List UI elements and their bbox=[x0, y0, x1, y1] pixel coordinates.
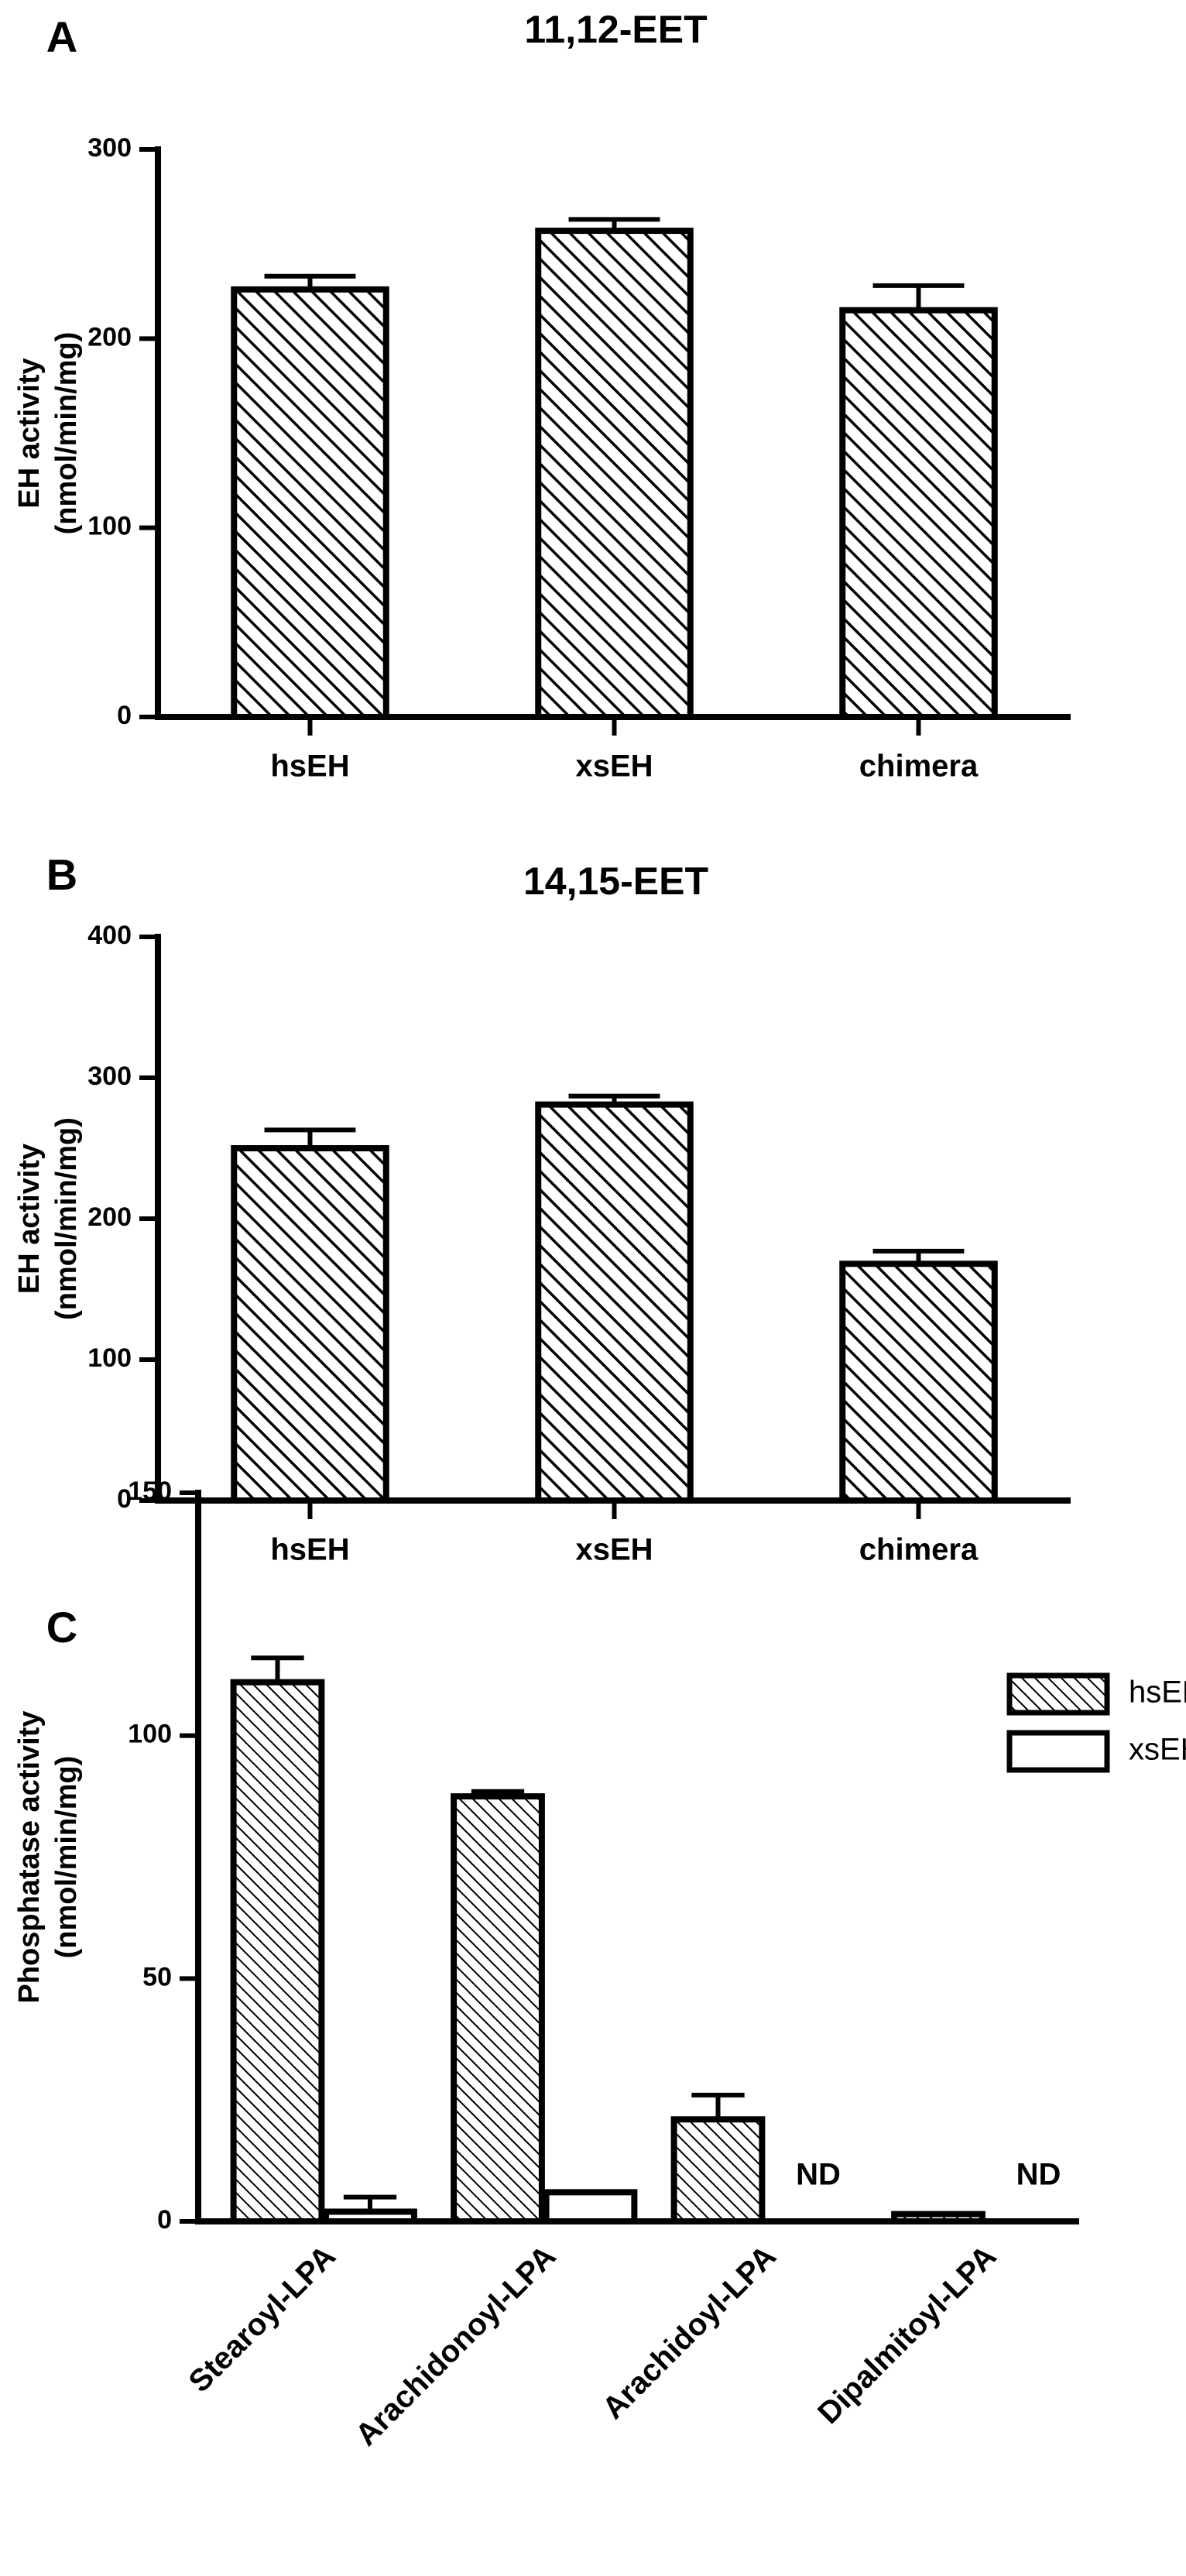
error-bar bbox=[872, 1248, 965, 1264]
panel-label: A bbox=[46, 12, 77, 61]
bar bbox=[323, 2208, 417, 2225]
x-tick-label: chimera bbox=[859, 1533, 979, 1567]
bar bbox=[839, 1261, 998, 1504]
error-bar bbox=[568, 1093, 660, 1105]
y-tick-label: 0 bbox=[157, 2205, 172, 2235]
y-tick-label: 100 bbox=[128, 1720, 172, 1749]
x-tick-label: hsEH bbox=[270, 749, 349, 784]
bar bbox=[543, 2189, 638, 2225]
error-bar bbox=[872, 283, 965, 310]
y-tick-label: 100 bbox=[87, 512, 132, 541]
y-axis-label: (nmol/min/mg) bbox=[50, 1117, 83, 1320]
y-tick-label: 200 bbox=[87, 322, 132, 352]
error-bar bbox=[264, 1127, 356, 1148]
error-bar bbox=[264, 273, 356, 290]
chart-title: 14,15-EET bbox=[523, 859, 708, 903]
x-tick-label: Arachidonoyl-LPA bbox=[349, 2239, 563, 2453]
error-bar bbox=[691, 2092, 745, 2120]
y-tick-label: 150 bbox=[128, 1477, 172, 1506]
y-tick-label: 50 bbox=[142, 1962, 172, 1991]
legend-label: hsEH bbox=[1129, 1676, 1186, 1710]
y-tick-label: 0 bbox=[117, 701, 132, 730]
bar bbox=[230, 1679, 325, 2224]
y-tick-label: 300 bbox=[87, 1062, 132, 1091]
chart-title: 11,12-EET bbox=[524, 8, 707, 51]
x-tick-label: xsEH bbox=[575, 1533, 653, 1567]
value-label: ND bbox=[1016, 2158, 1061, 2192]
error-bar bbox=[343, 2194, 397, 2212]
bar bbox=[231, 1145, 389, 1504]
x-tick-label: chimera bbox=[859, 749, 979, 784]
panel-label: B bbox=[46, 850, 77, 899]
y-tick-label: 0 bbox=[117, 1484, 132, 1514]
legend-swatch bbox=[1006, 1730, 1110, 1773]
y-tick-label: 400 bbox=[87, 921, 132, 950]
error-bar bbox=[471, 1789, 525, 1797]
x-tick-label: Dipalmitoyl-LPA bbox=[811, 2239, 1003, 2430]
y-tick-label: 100 bbox=[87, 1343, 132, 1373]
y-axis-label: EH activity bbox=[13, 1144, 46, 1294]
bar bbox=[231, 286, 389, 721]
y-tick-label: 300 bbox=[87, 133, 132, 163]
y-axis-label: (nmol/min/mg) bbox=[50, 332, 83, 535]
x-tick-label: Stearoyl-LPA bbox=[182, 2239, 342, 2399]
bar bbox=[839, 307, 998, 720]
bar bbox=[670, 2116, 766, 2225]
y-tick-label: 200 bbox=[87, 1202, 132, 1232]
error-bar bbox=[568, 217, 660, 232]
y-axis-label: Phosphatase activity bbox=[13, 1710, 46, 2003]
error-bar bbox=[251, 1655, 304, 1682]
bar bbox=[535, 1101, 694, 1504]
x-tick-label: hsEH bbox=[270, 1533, 349, 1567]
y-axis-label: EH activity bbox=[13, 358, 46, 508]
bar bbox=[451, 1793, 545, 2224]
legend-label: xsEH bbox=[1129, 1733, 1186, 1767]
x-tick-label: xsEH bbox=[575, 749, 653, 784]
legend-swatch bbox=[1006, 1672, 1110, 1716]
panel-label: C bbox=[46, 1603, 77, 1652]
x-tick-label: Arachidoyl-LPA bbox=[596, 2239, 783, 2426]
y-axis-label: (nmol/min/mg) bbox=[50, 1756, 83, 1959]
bar bbox=[535, 228, 694, 720]
value-label: ND bbox=[796, 2158, 841, 2192]
